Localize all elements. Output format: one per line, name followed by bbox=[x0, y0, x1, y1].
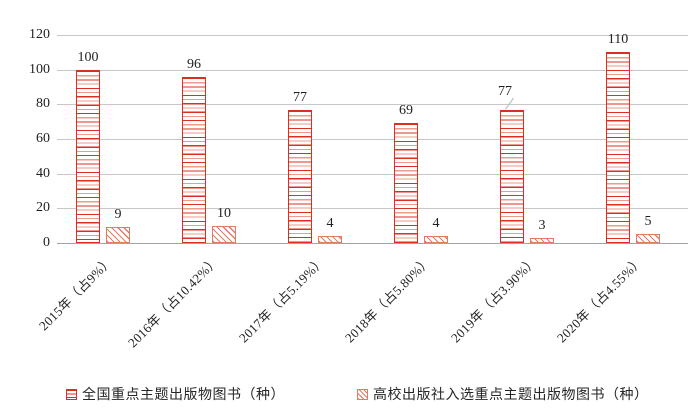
bar-series1-2015年 bbox=[106, 227, 130, 243]
y-tick-label-80: 80 bbox=[36, 96, 50, 112]
legend-item-university: 高校出版社入选重点主题出版物图书（种） bbox=[357, 384, 649, 404]
gridline-80 bbox=[57, 104, 688, 106]
gridline-0 bbox=[57, 243, 688, 244]
legend-item-national: 全国重点主题出版物图书（种） bbox=[66, 384, 285, 404]
data-label-series0-2019年: 77 bbox=[498, 83, 512, 99]
x-axis-label-2020年: 2020年（占4.55%） bbox=[553, 253, 646, 346]
bar-series1-2018年 bbox=[424, 236, 448, 243]
legend-label-national: 全国重点主题出版物图书（种） bbox=[82, 388, 285, 403]
gridline-100 bbox=[57, 69, 688, 71]
data-label-series1-2015年: 9 bbox=[114, 207, 122, 223]
bar-series1-2016年 bbox=[212, 225, 236, 243]
bar-series1-2019年 bbox=[530, 237, 554, 243]
plot-area: 100 9 96 10 77 4 69 4 77 3 110 5 bbox=[57, 32, 688, 244]
data-label-series0-2020年: 110 bbox=[607, 32, 629, 48]
x-axis-label-2015年: 2015年（占9%） bbox=[35, 253, 116, 334]
bar-series1-2020年 bbox=[636, 234, 660, 243]
gridline-40 bbox=[57, 173, 688, 175]
y-tick-label-60: 60 bbox=[36, 131, 50, 146]
y-tick-label-0: 0 bbox=[43, 235, 50, 250]
data-label-series0-2016年: 96 bbox=[187, 56, 201, 72]
gridline-20 bbox=[57, 208, 688, 210]
bar-series0-2017年 bbox=[288, 109, 312, 243]
data-label-series1-2017年: 4 bbox=[326, 216, 334, 232]
data-label-series1-2019年: 3 bbox=[538, 217, 546, 233]
bar-series0-2019年 bbox=[500, 109, 524, 243]
x-axis-label-2019年: 2019年（占3.90%） bbox=[447, 253, 540, 346]
y-tick-label-40: 40 bbox=[36, 165, 50, 181]
data-label-series1-2016年: 10 bbox=[217, 205, 231, 221]
x-axis-label-2017年: 2017年（占5.19%） bbox=[235, 253, 328, 346]
data-label-series0-2017年: 77 bbox=[293, 89, 307, 105]
y-tick-label-120: 120 bbox=[29, 27, 50, 42]
data-label-series1-2018年: 4 bbox=[432, 216, 440, 232]
data-label-series0-2015年: 100 bbox=[77, 49, 99, 65]
gridline-60 bbox=[57, 139, 688, 140]
gridline-120 bbox=[57, 35, 688, 36]
horizontal-stripe-swatch-icon bbox=[66, 388, 77, 400]
x-axis-label-2018年: 2018年（占5.80%） bbox=[341, 253, 434, 346]
bar-series1-2017年 bbox=[318, 236, 342, 243]
label-leader-line bbox=[505, 97, 515, 110]
x-axis-label-2016年: 2016年（占10.42%） bbox=[124, 253, 222, 351]
bar-series0-2016年 bbox=[182, 76, 206, 243]
data-label-series1-2020年: 5 bbox=[644, 214, 652, 230]
bar-series0-2018年 bbox=[394, 123, 418, 243]
bar-series0-2020年 bbox=[606, 52, 630, 243]
y-tick-label-100: 100 bbox=[29, 61, 50, 77]
y-tick-label-20: 20 bbox=[36, 200, 50, 216]
legend-label-university: 高校出版社入选重点主题出版物图书（种） bbox=[373, 388, 649, 403]
bar-series0-2015年 bbox=[76, 69, 100, 243]
data-label-series0-2018年: 69 bbox=[399, 103, 413, 119]
diagonal-stripe-swatch-icon bbox=[357, 388, 368, 400]
